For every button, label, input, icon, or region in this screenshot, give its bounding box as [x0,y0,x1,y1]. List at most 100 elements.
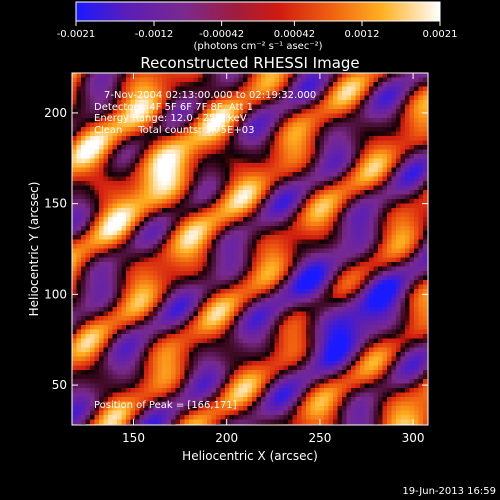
heatmap-cell [135,140,140,146]
heatmap-cell [112,311,118,317]
heatmap-cell [81,109,86,114]
heatmap-cell [108,356,113,362]
heatmap-cell [157,199,163,204]
heatmap-cell [324,410,329,416]
heatmap-cell [180,298,185,303]
heatmap-cell [126,365,131,371]
heatmap-cell [319,293,325,299]
heatmap-cell [292,208,298,213]
heatmap-cell [126,311,131,317]
heatmap-cell [261,230,266,236]
heatmap-cell [220,298,226,303]
heatmap-cell [225,172,230,177]
heatmap-cell [162,104,167,110]
heatmap-cell [171,365,176,371]
heatmap-cell [351,388,356,393]
heatmap-cell [126,230,131,236]
heatmap-cell [171,419,176,425]
heatmap-cell [184,235,190,240]
heatmap-cell [238,185,244,191]
heatmap-cell [211,127,217,132]
heatmap-cell [216,77,221,83]
heatmap-cell [346,347,352,353]
heatmap-cell [153,275,158,281]
heatmap-cell [333,239,338,245]
heatmap-cell [130,194,136,200]
heatmap-cell [135,356,140,362]
heatmap-cell [112,356,118,362]
heatmap-cell [117,181,122,186]
heatmap-cell [297,82,302,87]
heatmap-cell [216,262,221,267]
heatmap-cell [72,253,77,258]
heatmap-cell [324,275,329,281]
heatmap-cell [333,253,338,258]
heatmap-cell [130,284,136,290]
heatmap-cell [94,104,100,110]
heatmap-cell [229,307,235,312]
heatmap-cell [202,284,208,290]
heatmap-cell [175,82,181,87]
heatmap-cell [315,370,320,375]
heatmap-cell [270,374,275,380]
heatmap-cell [162,235,167,240]
heatmap-cell [351,311,356,317]
heatmap-cell [180,293,185,299]
heatmap-cell [94,415,100,420]
heatmap-cell [315,410,320,416]
heatmap-cell [288,248,293,254]
heatmap-cell [342,118,347,123]
heatmap-cell [229,158,235,164]
heatmap-cell [225,127,230,132]
heatmap-cell [220,203,226,209]
heatmap-cell [72,158,77,164]
heatmap-cell [346,257,352,263]
heatmap-cell [351,307,356,312]
heatmap-cell [162,190,167,195]
heatmap-cell [315,361,320,366]
heatmap-cell [153,365,158,371]
heatmap-cell [297,226,302,231]
heatmap-cell [229,388,235,393]
heatmap-cell [175,140,181,146]
heatmap-cell [193,136,199,141]
heatmap-cell [162,140,167,146]
heatmap-cell [162,415,167,420]
heatmap-cell [99,167,104,173]
heatmap-cell [229,172,235,177]
heatmap-cell [252,392,257,398]
heatmap-cell [315,343,320,348]
heatmap-cell [342,181,347,186]
heatmap-cell [346,379,352,384]
heatmap-cell [234,185,239,191]
heatmap-cell [252,113,257,119]
heatmap-cell [144,217,149,222]
heatmap-cell [243,352,248,357]
heatmap-cell [184,172,190,177]
colorbar-tick-label: 0.0012 [345,29,380,40]
heatmap-cell [112,410,118,416]
heatmap-cell [162,109,167,114]
heatmap-cell [198,122,203,128]
heatmap-cell [144,73,149,78]
heatmap-cell [297,392,302,398]
heatmap-cell [175,284,181,290]
heatmap-cell [202,289,208,294]
heatmap-cell [274,100,280,105]
heatmap-cell [351,275,356,281]
heatmap-cell [117,104,122,110]
heatmap-cell [324,95,329,101]
heatmap-cell [247,113,253,119]
heatmap-cell [126,307,131,312]
heatmap-cell [324,163,329,168]
heatmap-cell [72,122,77,128]
heatmap-cell [234,226,239,231]
heatmap-cell [274,262,280,267]
heatmap-cell [157,266,163,272]
heatmap-cell [310,257,316,263]
heatmap-cell [130,221,136,227]
heatmap-cell [324,284,329,290]
heatmap-cell [234,235,239,240]
heatmap-cell [306,131,311,137]
heatmap-cell [252,244,257,249]
